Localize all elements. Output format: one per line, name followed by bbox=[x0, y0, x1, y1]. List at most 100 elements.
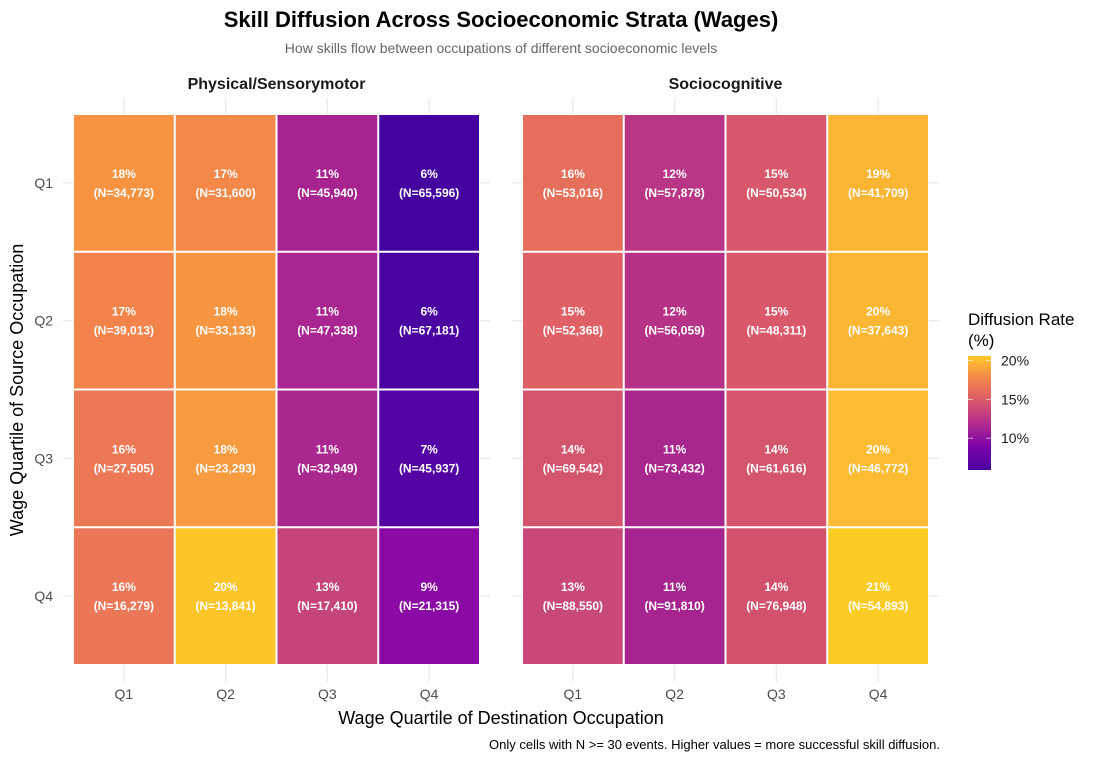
heatmap-cell bbox=[726, 390, 827, 527]
chart-title: Skill Diffusion Across Socioeconomic Str… bbox=[224, 7, 779, 32]
heatmap-cell bbox=[523, 528, 623, 664]
cell-count-label: (N=37,643) bbox=[848, 324, 908, 338]
heatmap-cell bbox=[379, 252, 479, 389]
cell-count-label: (N=73,432) bbox=[644, 461, 704, 475]
chart-subtitle: How skills flow between occupations of d… bbox=[285, 40, 717, 56]
heatmap-cell bbox=[277, 252, 378, 389]
legend-ticks: 20% 15% 10% bbox=[968, 353, 1029, 446]
heatmap-cell bbox=[175, 390, 276, 527]
cell-value-label: 15% bbox=[561, 305, 585, 319]
cell-value-label: 13% bbox=[561, 580, 585, 594]
cell-count-label: (N=23,293) bbox=[195, 461, 255, 475]
x-tick-label: Q1 bbox=[115, 686, 134, 702]
cell-count-label: (N=52,368) bbox=[543, 324, 603, 338]
heatmap-cell bbox=[277, 115, 378, 251]
heatmap-cell bbox=[277, 528, 378, 664]
heatmap-cell bbox=[624, 115, 725, 251]
heatmap-cell bbox=[277, 390, 378, 527]
cell-value-label: 11% bbox=[316, 442, 340, 456]
cell-count-label: (N=56,059) bbox=[644, 324, 704, 338]
cell-count-label: (N=32,949) bbox=[297, 461, 357, 475]
x-tick-label: Q1 bbox=[564, 686, 583, 702]
heatmap-cell bbox=[828, 115, 928, 251]
cell-count-label: (N=39,013) bbox=[94, 324, 154, 338]
x-tick-label: Q4 bbox=[420, 686, 439, 702]
y-tick-label: Q3 bbox=[34, 450, 53, 466]
cell-count-label: (N=34,773) bbox=[94, 186, 154, 200]
heatmap-cell bbox=[726, 252, 827, 389]
cell-count-label: (N=88,550) bbox=[543, 599, 603, 613]
cell-count-label: (N=41,709) bbox=[848, 186, 908, 200]
cell-count-label: (N=76,948) bbox=[746, 599, 806, 613]
cell-value-label: 18% bbox=[112, 167, 136, 181]
heatmap-cell bbox=[74, 390, 174, 527]
cell-count-label: (N=47,338) bbox=[297, 324, 357, 338]
cell-count-label: (N=45,937) bbox=[399, 461, 459, 475]
heatmap-cell bbox=[828, 252, 928, 389]
heatmap-cell bbox=[379, 528, 479, 664]
heatmap-cell bbox=[379, 115, 479, 251]
cell-value-label: 20% bbox=[866, 442, 890, 456]
cell-value-label: 12% bbox=[663, 305, 687, 319]
heatmap-cell bbox=[523, 252, 623, 389]
heatmap-cell bbox=[624, 390, 725, 527]
legend-colorbar bbox=[968, 356, 991, 470]
cell-value-label: 7% bbox=[420, 442, 438, 456]
x-tick-label: Q4 bbox=[869, 686, 888, 702]
cell-value-label: 17% bbox=[112, 305, 136, 319]
cell-count-label: (N=27,505) bbox=[94, 461, 154, 475]
legend-tick-label: 20% bbox=[1001, 353, 1029, 369]
panel-sociocognitive: Sociocognitive 16% (N=53,016) 12% (N=57,878)… bbox=[512, 76, 939, 702]
cell-value-label: 14% bbox=[561, 442, 585, 456]
cell-count-label: (N=61,616) bbox=[746, 461, 806, 475]
heatmap-cell bbox=[175, 252, 276, 389]
cell-count-label: (N=45,940) bbox=[297, 186, 357, 200]
x-axis-title: Wage Quartile of Destination Occupation bbox=[338, 708, 664, 728]
x-tick-label: Q2 bbox=[216, 686, 235, 702]
heatmap-cell bbox=[74, 528, 174, 664]
heatmap-cell bbox=[828, 390, 928, 527]
cell-value-label: 11% bbox=[316, 305, 340, 319]
cell-value-label: 16% bbox=[112, 580, 136, 594]
cell-count-label: (N=46,772) bbox=[848, 461, 908, 475]
chart-caption: Only cells with N >= 30 events. Higher v… bbox=[489, 737, 940, 752]
heatmap-cell bbox=[523, 390, 623, 527]
cell-count-label: (N=65,596) bbox=[399, 186, 459, 200]
x-tick-label: Q3 bbox=[318, 686, 337, 702]
cell-count-label: (N=69,542) bbox=[543, 461, 603, 475]
cell-value-label: 15% bbox=[764, 305, 788, 319]
cell-value-label: 14% bbox=[764, 442, 788, 456]
panel-physical-sensorymotor: Physical/Sensorymotor 18% (N=34,773) 17% (N=… bbox=[63, 76, 490, 702]
heatmap-cell bbox=[175, 528, 276, 664]
cell-value-label: 13% bbox=[315, 580, 339, 594]
cell-value-label: 16% bbox=[561, 167, 585, 181]
cell-value-label: 12% bbox=[663, 167, 687, 181]
cell-count-label: (N=54,893) bbox=[848, 599, 908, 613]
heatmap-cell bbox=[726, 528, 827, 664]
y-tick-label: Q4 bbox=[34, 588, 53, 604]
facet-panels: Physical/Sensorymotor 18% (N=34,773) 17% (N=… bbox=[34, 76, 939, 702]
heatmap-cell bbox=[175, 115, 276, 251]
legend-title-line1: Diffusion Rate bbox=[968, 310, 1074, 329]
cell-value-label: 19% bbox=[866, 167, 890, 181]
cell-count-label: (N=48,311) bbox=[747, 324, 807, 338]
cell-value-label: 11% bbox=[663, 580, 687, 594]
cell-count-label: (N=50,534) bbox=[746, 186, 806, 200]
cell-count-label: (N=53,016) bbox=[543, 186, 603, 200]
cell-value-label: 20% bbox=[214, 580, 238, 594]
heatmap-cell bbox=[726, 115, 827, 251]
facet-title: Sociocognitive bbox=[669, 76, 783, 93]
legend-tick-label: 10% bbox=[1001, 430, 1029, 446]
cell-count-label: (N=91,810) bbox=[644, 599, 704, 613]
cell-value-label: 18% bbox=[214, 305, 238, 319]
cell-count-label: (N=31,600) bbox=[195, 186, 255, 200]
cell-count-label: (N=13,841) bbox=[195, 599, 255, 613]
cell-count-label: (N=57,878) bbox=[644, 186, 704, 200]
cell-value-label: 16% bbox=[112, 442, 136, 456]
heatmap-cell bbox=[828, 528, 928, 664]
cell-value-label: 14% bbox=[764, 580, 788, 594]
heatmap-cell bbox=[624, 528, 725, 664]
cell-value-label: 17% bbox=[214, 167, 238, 181]
cell-count-label: (N=17,410) bbox=[297, 599, 357, 613]
